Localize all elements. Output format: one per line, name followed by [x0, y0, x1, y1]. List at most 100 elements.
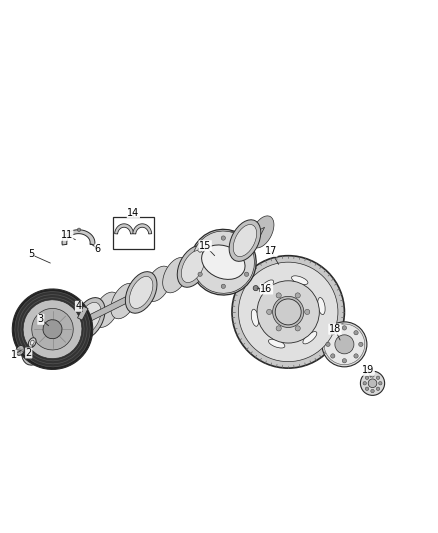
Bar: [78, 306, 88, 320]
Polygon shape: [62, 230, 95, 245]
Ellipse shape: [30, 340, 34, 345]
Ellipse shape: [127, 273, 155, 311]
Ellipse shape: [233, 224, 257, 256]
Ellipse shape: [318, 297, 325, 314]
Circle shape: [295, 293, 300, 298]
Circle shape: [354, 330, 358, 335]
Ellipse shape: [59, 309, 85, 345]
Circle shape: [365, 387, 369, 391]
Text: 11: 11: [60, 230, 73, 240]
Polygon shape: [115, 224, 134, 234]
Bar: [113, 217, 154, 249]
Ellipse shape: [251, 309, 259, 326]
Circle shape: [342, 359, 346, 363]
Circle shape: [221, 284, 226, 288]
Circle shape: [331, 354, 335, 358]
Circle shape: [354, 354, 358, 358]
Ellipse shape: [201, 245, 245, 279]
Ellipse shape: [26, 328, 49, 360]
Text: 6: 6: [95, 244, 101, 254]
Circle shape: [286, 334, 291, 340]
Circle shape: [360, 371, 385, 395]
Ellipse shape: [74, 297, 105, 339]
Circle shape: [365, 376, 369, 379]
Ellipse shape: [199, 242, 222, 274]
Text: 4: 4: [75, 301, 81, 311]
Circle shape: [378, 382, 382, 385]
Text: 5: 5: [28, 249, 34, 260]
Ellipse shape: [179, 247, 207, 286]
Circle shape: [342, 326, 346, 330]
Ellipse shape: [130, 277, 153, 309]
Circle shape: [198, 272, 202, 277]
Polygon shape: [133, 224, 152, 234]
Ellipse shape: [23, 300, 82, 359]
Ellipse shape: [93, 292, 120, 327]
Polygon shape: [35, 227, 265, 349]
Text: 2: 2: [25, 348, 32, 358]
Ellipse shape: [15, 292, 90, 367]
Text: 15: 15: [199, 241, 212, 251]
Ellipse shape: [16, 345, 24, 356]
Ellipse shape: [268, 339, 285, 348]
Ellipse shape: [147, 268, 170, 300]
Circle shape: [331, 330, 335, 335]
Circle shape: [264, 322, 269, 327]
Circle shape: [221, 236, 226, 240]
Circle shape: [371, 389, 374, 393]
Circle shape: [376, 387, 380, 391]
Circle shape: [363, 382, 367, 385]
Ellipse shape: [32, 309, 73, 350]
Text: 1: 1: [11, 350, 17, 360]
Ellipse shape: [229, 220, 261, 261]
Ellipse shape: [23, 325, 52, 364]
Ellipse shape: [112, 285, 135, 317]
Ellipse shape: [43, 320, 67, 352]
Circle shape: [276, 326, 281, 331]
Circle shape: [267, 309, 272, 314]
Ellipse shape: [145, 266, 172, 302]
Circle shape: [326, 342, 330, 346]
Ellipse shape: [215, 231, 241, 267]
Circle shape: [368, 379, 377, 387]
Circle shape: [253, 286, 258, 290]
Ellipse shape: [216, 233, 239, 265]
Ellipse shape: [251, 216, 274, 248]
Circle shape: [376, 376, 380, 379]
Circle shape: [264, 297, 269, 302]
Text: 16: 16: [261, 284, 273, 294]
Circle shape: [304, 309, 310, 314]
Ellipse shape: [75, 300, 103, 337]
Circle shape: [371, 374, 374, 377]
Circle shape: [232, 256, 344, 368]
Ellipse shape: [28, 338, 36, 348]
Text: 18: 18: [329, 324, 341, 334]
Circle shape: [322, 322, 367, 367]
Circle shape: [324, 324, 365, 365]
Ellipse shape: [95, 294, 118, 326]
Ellipse shape: [260, 280, 273, 292]
Text: 3: 3: [38, 314, 44, 324]
Ellipse shape: [164, 259, 187, 291]
Ellipse shape: [43, 320, 62, 338]
Circle shape: [238, 262, 338, 361]
Text: 14: 14: [127, 208, 139, 218]
Circle shape: [307, 322, 312, 327]
Ellipse shape: [181, 251, 205, 282]
Ellipse shape: [111, 284, 137, 319]
Ellipse shape: [125, 272, 157, 313]
Circle shape: [244, 248, 249, 252]
Circle shape: [335, 335, 354, 354]
Ellipse shape: [21, 324, 53, 365]
Circle shape: [275, 299, 301, 325]
Ellipse shape: [197, 240, 223, 276]
Circle shape: [307, 297, 312, 302]
Circle shape: [286, 284, 291, 289]
Circle shape: [272, 296, 304, 327]
Ellipse shape: [292, 276, 308, 285]
Ellipse shape: [191, 229, 256, 295]
Ellipse shape: [12, 289, 93, 369]
Circle shape: [276, 293, 281, 298]
Text: 17: 17: [265, 246, 277, 256]
Ellipse shape: [78, 302, 101, 334]
